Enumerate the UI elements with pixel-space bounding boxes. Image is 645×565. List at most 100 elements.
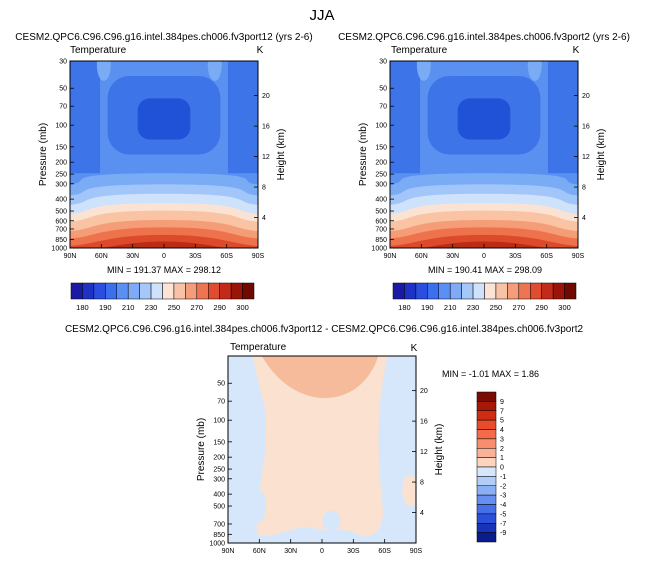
y-axis-label: Pressure (mb) <box>38 123 49 186</box>
y-tick-label: 1000 <box>209 541 225 548</box>
panel-3: Temperature K 90N 60N 30N 0 30S 60S 90S5070100… <box>196 342 539 555</box>
colorbar-label: -9 <box>500 530 506 537</box>
panel-2-title: CESM2.QPC6.C96.C96.g16.intel.384pes.ch00… <box>338 32 630 43</box>
y-tick-label: 400 <box>55 197 67 204</box>
colorbar-label: 210 <box>444 303 457 312</box>
colorbar-swatch <box>476 457 497 468</box>
field-strat-left <box>96 61 111 81</box>
colorbar-panel-1: 180 190 210 230 250 270 290 300 <box>70 282 255 312</box>
diff-positive-peak <box>261 356 379 399</box>
colorbar-swatch <box>185 282 198 300</box>
y-right-tick-label: 8 <box>420 480 424 487</box>
diff-positive-region <box>252 356 388 537</box>
x-tick-label: 60S <box>220 253 233 260</box>
y-tick-label: 600 <box>375 218 387 225</box>
x-tick-label: 60N <box>415 253 428 260</box>
y-tick-label: 150 <box>375 144 387 151</box>
x-tick-label: 0 <box>162 253 166 260</box>
x-tick-label: 30S <box>509 253 522 260</box>
colorbar-label: 4 <box>500 427 504 434</box>
colorbar-swatch <box>162 282 175 300</box>
panel-1-stats: MIN = 191.37 MAX = 298.12 <box>107 265 221 275</box>
y-tick-label: 500 <box>55 209 67 216</box>
colorbar-swatch <box>476 504 497 515</box>
y-tick-label: 400 <box>213 492 225 499</box>
colorbar-panel-2: 180 190 210 230 250 270 290 300 <box>392 282 577 312</box>
colorbar-swatch <box>427 282 439 300</box>
y-tick-label: 150 <box>55 144 67 151</box>
panel-2-units: K <box>573 45 580 56</box>
field-strat-right <box>207 61 222 81</box>
colorbar-swatch <box>476 410 497 421</box>
y-tick-label: 500 <box>213 504 225 511</box>
y-tick-label: 30 <box>59 59 67 66</box>
y-tick-label: 200 <box>55 160 67 167</box>
colorbar-label: -2 <box>500 483 506 490</box>
colorbar-label: 290 <box>535 303 548 312</box>
y-tick-label: 50 <box>59 86 67 93</box>
panel-2-stats: MIN = 190.41 MAX = 298.09 <box>428 265 542 275</box>
colorbar-label: 190 <box>99 303 112 312</box>
colorbar-swatch <box>472 282 485 300</box>
colorbar-diff: 9 7 5 4 3 2 1 0 -1 -2 -3 -4 -5 -7 -9 <box>476 391 506 543</box>
panel-3-field <box>228 356 416 543</box>
x-tick-label: 90S <box>572 253 585 260</box>
x-tick-label: 0 <box>482 253 486 260</box>
colorbar-swatch <box>150 282 163 300</box>
colorbar-swatch <box>219 282 232 300</box>
panel-1: Temperature K 90N 60N 30N 0 30S 60S 90S 30 50 70 1… <box>38 45 287 275</box>
colorbar-swatch <box>476 494 497 505</box>
diff-neg-left <box>246 487 267 524</box>
colorbar-swatch <box>476 485 497 496</box>
panel-1-var-label: Temperature <box>70 45 127 56</box>
y-tick-label: 100 <box>375 123 387 130</box>
field-tropo-core <box>457 98 511 140</box>
colorbar-swatch <box>70 282 83 300</box>
y-right-tick-label: 16 <box>420 419 428 426</box>
x-tick-label: 60N <box>95 253 108 260</box>
colorbar-label: 5 <box>500 418 504 425</box>
y-tick-label: 850 <box>375 237 387 244</box>
colorbar-label: 2 <box>500 446 504 453</box>
y-right-axis-label: Height (km) <box>596 129 607 181</box>
y-right-tick-label: 12 <box>420 449 428 456</box>
panel-2-axes: 90N 60N 30N 0 30S 60S 90S 30 50 70 100 150 200 250 300… <box>358 59 607 261</box>
field-polar-left <box>70 61 101 174</box>
y-tick-label: 250 <box>55 172 67 179</box>
x-tick-label: 60N <box>253 548 266 555</box>
x-tick-label: 60S <box>540 253 553 260</box>
colorbar-swatch <box>541 282 554 300</box>
colorbar-swatch <box>449 282 462 300</box>
colorbar-label: 290 <box>213 303 226 312</box>
y-right-tick-label: 12 <box>262 154 270 161</box>
colorbar-swatch <box>438 282 451 300</box>
y-tick-label: 1000 <box>51 246 67 253</box>
diff-pos-right <box>402 474 416 507</box>
colorbar-label: -3 <box>500 493 506 500</box>
colorbar-swatch <box>476 419 497 430</box>
colorbar-swatch <box>415 282 428 300</box>
y-right-axis-label: Height (km) <box>434 424 445 476</box>
y-tick-label: 50 <box>379 86 387 93</box>
y-right-axis-label: Height (km) <box>276 129 287 181</box>
colorbar-label: 180 <box>76 303 89 312</box>
panel-3-units: K <box>411 343 418 354</box>
panel-1-field <box>70 61 258 248</box>
y-tick-label: 400 <box>375 197 387 204</box>
y-tick-label: 700 <box>213 521 225 528</box>
x-tick-label: 30N <box>126 253 139 260</box>
colorbar-swatch <box>196 282 209 300</box>
y-tick-label: 850 <box>213 532 225 539</box>
colorbar-swatch <box>392 282 405 300</box>
x-tick-label: 0 <box>320 548 324 555</box>
y-tick-label: 300 <box>55 181 67 188</box>
colorbar-swatch <box>484 282 497 300</box>
colorbar-label: 7 <box>500 408 504 415</box>
colorbar-swatch <box>461 282 474 300</box>
colorbar-label: 270 <box>513 303 526 312</box>
colorbar-swatch <box>476 466 497 477</box>
field-polar-left <box>390 61 421 174</box>
colorbar-label: -7 <box>500 521 506 528</box>
y-tick-label: 700 <box>375 226 387 233</box>
y-right-tick-label: 20 <box>420 388 428 395</box>
